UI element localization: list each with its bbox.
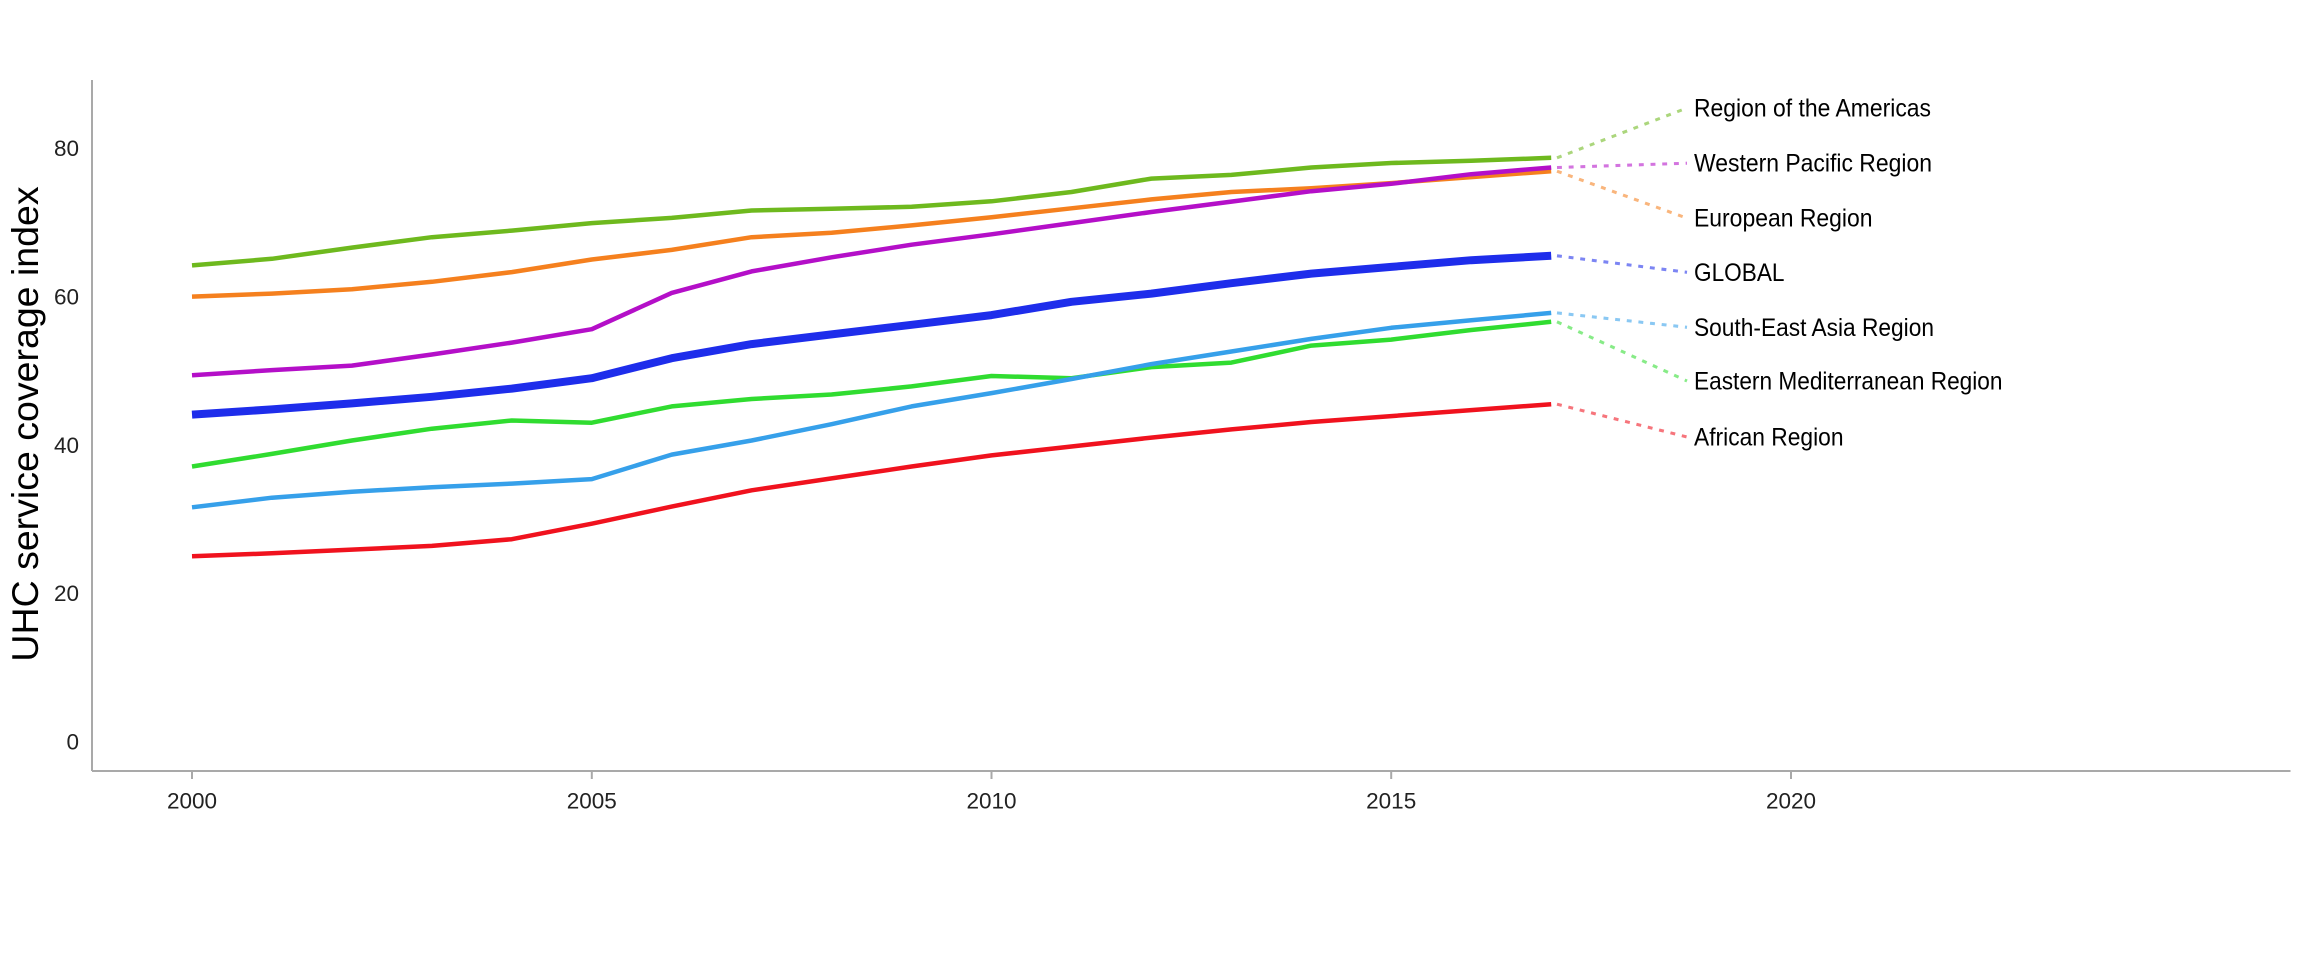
svg-text:Region of the Americas: Region of the Americas [1694, 95, 1931, 123]
svg-text:80: 80 [54, 136, 79, 161]
svg-text:European Region: European Region [1694, 205, 1873, 233]
svg-text:2000: 2000 [167, 788, 217, 813]
svg-text:Eastern Mediterranean Region: Eastern Mediterranean Region [1694, 368, 2003, 396]
svg-text:2005: 2005 [567, 788, 617, 813]
svg-text:20: 20 [54, 581, 79, 606]
svg-text:Western Pacific Region: Western Pacific Region [1694, 150, 1932, 178]
svg-text:UHC service coverage index: UHC service coverage index [4, 186, 46, 661]
svg-text:African Region: African Region [1694, 424, 1844, 452]
svg-text:2020: 2020 [1766, 788, 1816, 813]
svg-text:South-East Asia Region: South-East Asia Region [1694, 314, 1934, 342]
svg-text:GLOBAL: GLOBAL [1694, 259, 1785, 287]
svg-text:0: 0 [66, 730, 79, 755]
svg-text:60: 60 [54, 284, 79, 309]
svg-text:2015: 2015 [1366, 788, 1416, 813]
svg-text:2010: 2010 [966, 788, 1016, 813]
svg-text:40: 40 [54, 433, 79, 458]
